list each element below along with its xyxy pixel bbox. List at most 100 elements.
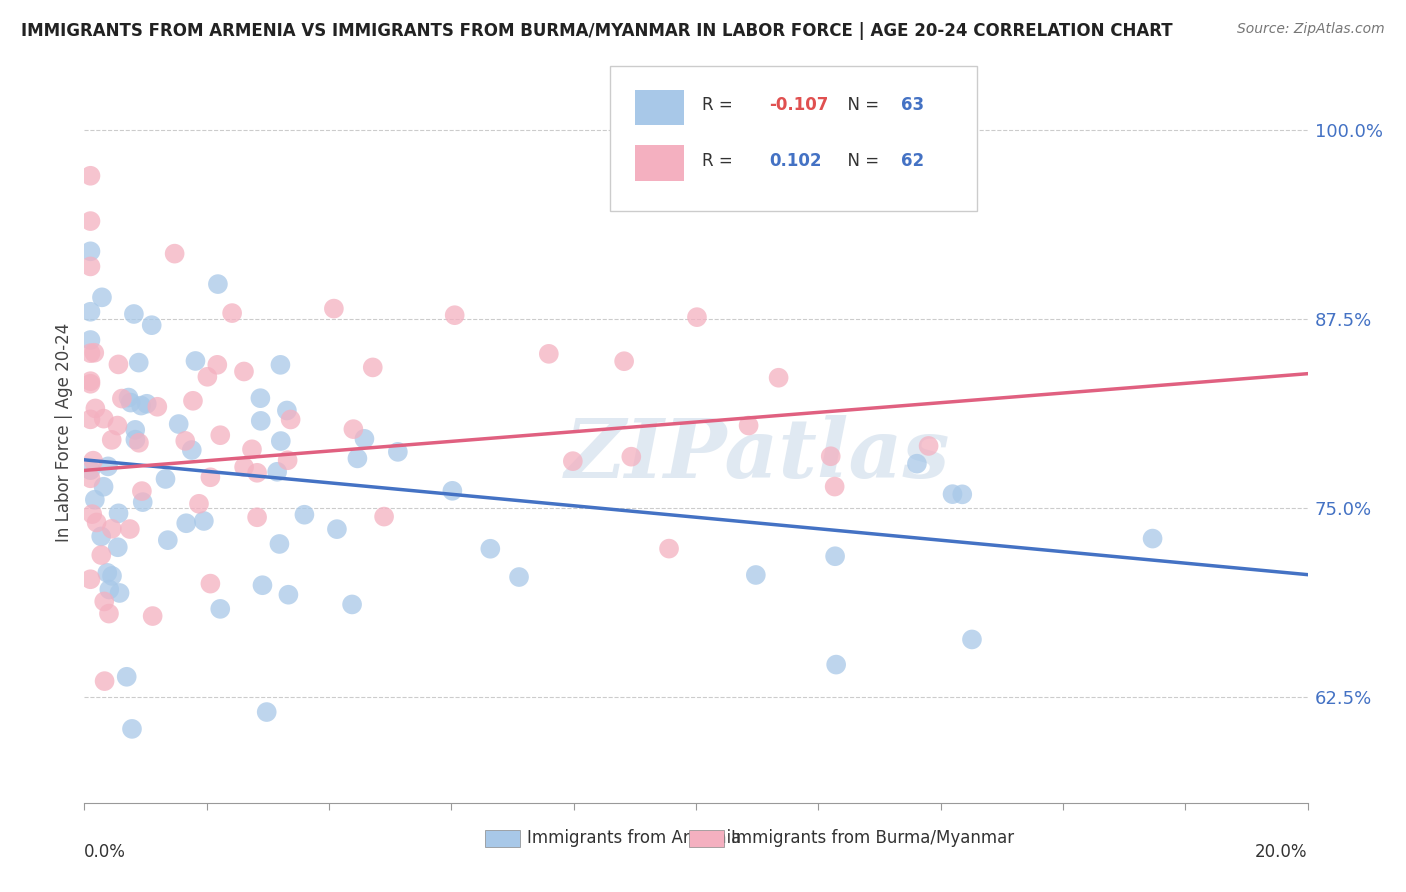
- Point: [107, 358, 129, 372]
- Point: [256, 705, 278, 719]
- Point: [266, 465, 288, 479]
- Point: [276, 403, 298, 417]
- Point: [479, 541, 502, 556]
- Point: [79, 412, 101, 426]
- Point: [184, 354, 207, 368]
- Point: [508, 570, 530, 584]
- Point: [277, 453, 299, 467]
- Point: [270, 434, 292, 448]
- Point: [174, 434, 197, 448]
- Point: [181, 393, 204, 408]
- Point: [941, 487, 963, 501]
- Point: [905, 457, 928, 471]
- Point: [97, 459, 120, 474]
- Point: [111, 392, 134, 406]
- Point: [121, 722, 143, 736]
- Point: [93, 411, 115, 425]
- Point: [79, 214, 101, 228]
- Point: [79, 304, 101, 318]
- Point: [209, 428, 232, 442]
- Text: N =: N =: [837, 96, 884, 114]
- Point: [118, 522, 141, 536]
- Point: [128, 356, 150, 370]
- Text: 0.0%: 0.0%: [84, 843, 127, 861]
- Point: [93, 674, 115, 689]
- Point: [93, 594, 115, 608]
- Text: R =: R =: [702, 152, 738, 169]
- Point: [387, 445, 409, 459]
- Point: [280, 412, 302, 426]
- Point: [768, 370, 790, 384]
- Point: [79, 244, 101, 259]
- Point: [98, 607, 121, 621]
- Point: [122, 307, 145, 321]
- Point: [132, 495, 155, 509]
- Point: [79, 463, 101, 477]
- Point: [96, 566, 118, 580]
- Point: [163, 246, 186, 260]
- Point: [294, 508, 316, 522]
- FancyBboxPatch shape: [636, 145, 683, 181]
- Point: [340, 598, 363, 612]
- Point: [167, 417, 190, 431]
- Point: [82, 507, 104, 521]
- Point: [79, 169, 101, 183]
- Point: [342, 422, 364, 436]
- Point: [84, 401, 107, 416]
- Point: [346, 451, 368, 466]
- Point: [79, 346, 101, 360]
- Point: [824, 479, 846, 493]
- Point: [820, 449, 842, 463]
- Point: [155, 472, 177, 486]
- Point: [950, 487, 973, 501]
- Point: [82, 453, 104, 467]
- Text: 20.0%: 20.0%: [1256, 843, 1308, 861]
- Point: [917, 439, 939, 453]
- Point: [128, 435, 150, 450]
- Point: [441, 483, 464, 498]
- Text: 62: 62: [901, 152, 925, 169]
- Point: [93, 480, 115, 494]
- Point: [101, 522, 124, 536]
- Point: [658, 541, 681, 556]
- Text: Source: ZipAtlas.com: Source: ZipAtlas.com: [1237, 22, 1385, 37]
- Point: [322, 301, 344, 316]
- Point: [135, 397, 157, 411]
- Point: [221, 306, 243, 320]
- Point: [824, 549, 846, 564]
- Point: [620, 450, 643, 464]
- Point: [537, 347, 560, 361]
- Point: [90, 529, 112, 543]
- Point: [107, 541, 129, 555]
- Point: [233, 364, 256, 378]
- Point: [246, 510, 269, 524]
- Point: [115, 670, 138, 684]
- Point: [200, 576, 222, 591]
- Point: [353, 432, 375, 446]
- Y-axis label: In Labor Force | Age 20-24: In Labor Force | Age 20-24: [55, 323, 73, 542]
- Point: [131, 484, 153, 499]
- Point: [100, 433, 122, 447]
- Text: 0.102: 0.102: [769, 152, 823, 169]
- Point: [108, 586, 131, 600]
- Point: [79, 333, 101, 347]
- Point: [91, 290, 114, 304]
- Point: [326, 522, 349, 536]
- Point: [249, 414, 271, 428]
- Point: [737, 418, 759, 433]
- Point: [86, 516, 108, 530]
- Point: [79, 376, 101, 391]
- Point: [193, 514, 215, 528]
- Point: [124, 423, 146, 437]
- Text: 63: 63: [901, 96, 925, 114]
- Point: [124, 433, 146, 447]
- Text: N =: N =: [837, 152, 884, 169]
- Point: [825, 657, 848, 672]
- Text: IMMIGRANTS FROM ARMENIA VS IMMIGRANTS FROM BURMA/MYANMAR IN LABOR FORCE | AGE 20: IMMIGRANTS FROM ARMENIA VS IMMIGRANTS FR…: [21, 22, 1173, 40]
- Point: [107, 506, 129, 520]
- Point: [269, 537, 291, 551]
- Point: [207, 277, 229, 291]
- Point: [180, 443, 202, 458]
- Text: ZIPatlas: ZIPatlas: [564, 415, 950, 495]
- Point: [174, 516, 197, 531]
